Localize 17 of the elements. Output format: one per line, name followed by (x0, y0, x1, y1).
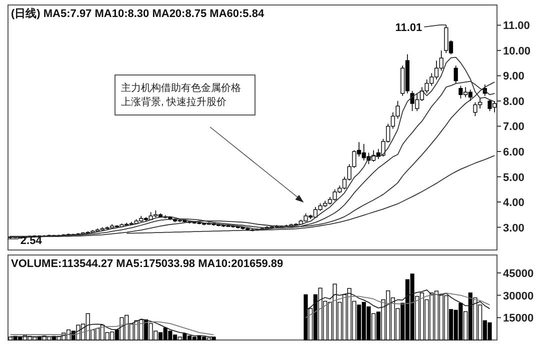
y-tick-label: 45000 (503, 268, 534, 280)
y-tick-label: 5.00 (503, 172, 524, 184)
y-tick-label: 8.00 (503, 96, 524, 108)
chart-title: VOLUME:113544.27 MA5:175033.98 MA10:201659.89 (11, 258, 284, 270)
y-tick-label: 4.00 (503, 197, 524, 210)
y-tick-label: 30000 (503, 290, 534, 302)
y-tick-label: 11.00 (503, 20, 530, 32)
annotation: 主力机构借助有色金属价格上涨背景, 快速拉升股价 (121, 82, 241, 108)
y-tick-label: 9.00 (503, 70, 524, 83)
y-tick-label: 6.00 (503, 146, 524, 158)
y-tick-label: 3.00 (503, 222, 524, 234)
y-tick-label: 15000 (503, 312, 534, 325)
y-tick-label: 10.00 (503, 45, 531, 58)
annotation: 2.54 (20, 234, 43, 247)
chart-title: (日线) MA5:7.97 MA10:8.30 MA20:8.75 MA60:5.84 (11, 7, 265, 20)
annotation: 11.01 (395, 22, 422, 34)
y-tick-label: 7.00 (503, 121, 524, 134)
